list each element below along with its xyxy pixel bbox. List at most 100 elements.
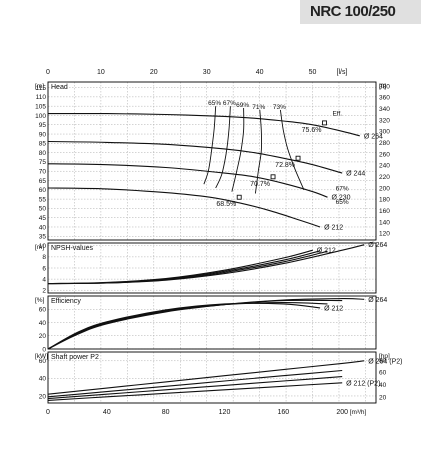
bottom-axis-tick-label: 40 (103, 409, 111, 416)
left-unit-label: [%] (35, 297, 45, 304)
y-tick-label: 8 (42, 254, 46, 261)
right-tick-label: 280 (379, 140, 390, 147)
series-label: Ø 264 (364, 133, 383, 140)
eff-label: Eff. (332, 110, 342, 117)
right-tick-label: 160 (379, 208, 390, 215)
y-tick-label: 70 (39, 169, 47, 176)
y-tick-label: 40 (39, 376, 47, 383)
efficiency-line-label: 73% (273, 104, 286, 111)
right-tick-label: 380 (379, 83, 390, 90)
top-axis-tick-label: 40 (256, 69, 264, 76)
y-tick-label: 80 (39, 150, 47, 157)
panel-frame (47, 295, 377, 350)
y-tick-label: 4 (42, 276, 46, 283)
panel-label: Head (51, 84, 68, 91)
series-line (47, 163, 328, 198)
y-tick-label: 0 (42, 346, 46, 353)
bep-label: 75.6% (302, 127, 322, 134)
y-tick-label: 90 (39, 131, 47, 138)
top-axis-tick-label: 20 (150, 69, 158, 76)
extra-efficiency-label: 65% (336, 199, 349, 206)
y-tick-label: 75 (39, 159, 47, 166)
series-line (47, 302, 321, 350)
series-line (47, 249, 313, 285)
efficiency-line (279, 109, 305, 190)
right-tick-label: 320 (379, 117, 390, 124)
right-tick-label: 80 (379, 357, 387, 364)
y-tick-label: 20 (39, 393, 47, 400)
bep-label: 68.5% (216, 201, 236, 208)
right-tick-label: 180 (379, 197, 390, 204)
left-unit-label: [m] (35, 83, 44, 90)
panel-label: Shaft power P2 (51, 354, 99, 361)
right-tick-label: 360 (379, 95, 390, 102)
y-tick-label: 60 (39, 358, 47, 365)
panel-frame (47, 81, 377, 241)
y-tick-label: 10 (39, 243, 47, 250)
y-tick-label: 100 (35, 113, 46, 120)
y-tick-label: 95 (39, 122, 47, 129)
panel-frame (47, 242, 377, 294)
bottom-axis-tick-label: 200 (336, 409, 348, 416)
right-tick-label: 140 (379, 219, 390, 226)
right-tick-label: 220 (379, 174, 390, 181)
series-label: Ø 212 (317, 248, 336, 255)
bottom-axis-unit-label: [m³/h] (350, 409, 367, 416)
series-line (47, 250, 328, 285)
extra-efficiency-label: 67% (336, 186, 349, 193)
top-axis-unit-label: [l/s] (337, 69, 348, 76)
panel-npsh: 2 4 6 8 10[m] NPSH-values Ø 264 Ø 212 (35, 242, 387, 294)
y-tick-label: 65 (39, 178, 47, 185)
right-tick-label: 40 (379, 382, 387, 389)
series-label: Ø 230 (331, 195, 350, 202)
bep-marker (236, 194, 242, 200)
series-line (47, 302, 328, 350)
right-tick-label: 20 (379, 394, 387, 401)
series-line (47, 112, 360, 137)
right-tick-label: 120 (379, 231, 390, 238)
series-line (47, 187, 321, 228)
series-label: Ø 212 (324, 305, 343, 312)
efficiency-line-label: 71% (252, 104, 265, 111)
top-axis-tick-label: 0 (46, 69, 50, 76)
bottom-axis-tick-label: 160 (277, 409, 289, 416)
right-tick-label: 340 (379, 106, 390, 113)
right-unit-label: [hp] (379, 353, 390, 360)
y-tick-label: 60 (39, 307, 47, 314)
bottom-axis-tick-label: 80 (162, 409, 170, 416)
y-tick-label: 6 (42, 265, 46, 272)
y-tick-label: 2 (42, 288, 46, 295)
right-tick-label: 260 (379, 151, 390, 158)
bottom-axis-tick-label: 120 (219, 409, 231, 416)
efficiency-line (254, 109, 263, 194)
top-axis-tick-label: 50 (309, 69, 317, 76)
top-axis-tick-label: 10 (97, 69, 105, 76)
panel-head: 35 40 45 50 55 60 65 70 75 80 85 90 95 100 105 110 115[m… (35, 81, 390, 241)
y-tick-label: 110 (36, 94, 47, 101)
page-title: NRC 100/250 (310, 3, 396, 20)
y-tick-label: 55 (39, 196, 47, 203)
y-tick-label: 105 (35, 103, 46, 110)
top-axis-tick-label: 30 (203, 69, 211, 76)
bottom-axis-tick-label: 0 (46, 409, 50, 416)
right-tick-label: 300 (379, 129, 390, 136)
efficiency-line (215, 106, 231, 189)
y-tick-label: 40 (39, 320, 47, 327)
panel-efficiency: 0 20 40 60 [%] Efficiency Ø 264 Ø 212 (35, 295, 387, 353)
y-tick-label: 20 (39, 333, 47, 340)
panel-label: Efficiency (51, 298, 81, 305)
bep-marker (295, 155, 301, 161)
efficiency-line-label: 65% (208, 100, 221, 107)
bep-label: 72.8% (275, 162, 295, 169)
efficiency-line-label: 67% (223, 100, 236, 107)
efficiency-line (203, 106, 217, 185)
series-label: Ø 212 (P2) (346, 380, 380, 387)
series-label: Ø 264 (368, 297, 387, 304)
bep-marker (270, 174, 276, 180)
series-line (47, 360, 365, 395)
panel-label: NPSH-values (51, 245, 94, 252)
y-tick-label: 35 (39, 234, 47, 241)
left-unit-label: [kW] (35, 353, 48, 360)
right-tick-label: 60 (379, 370, 387, 377)
